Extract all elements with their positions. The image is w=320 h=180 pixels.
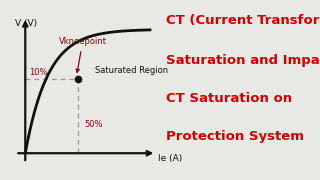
Text: Saturated Region: Saturated Region xyxy=(95,66,168,75)
Text: CT (Current Transformer): CT (Current Transformer) xyxy=(166,14,320,27)
Text: CT Saturation on: CT Saturation on xyxy=(166,92,292,105)
Text: Saturation and Impact of: Saturation and Impact of xyxy=(166,54,320,67)
Text: Protection System: Protection System xyxy=(166,130,304,143)
Text: Ie (A): Ie (A) xyxy=(157,154,182,163)
Text: 10%: 10% xyxy=(29,68,47,77)
Text: 50%: 50% xyxy=(84,120,102,129)
Text: V (V): V (V) xyxy=(15,19,37,28)
Text: Vkneepoint: Vkneepoint xyxy=(59,37,107,72)
